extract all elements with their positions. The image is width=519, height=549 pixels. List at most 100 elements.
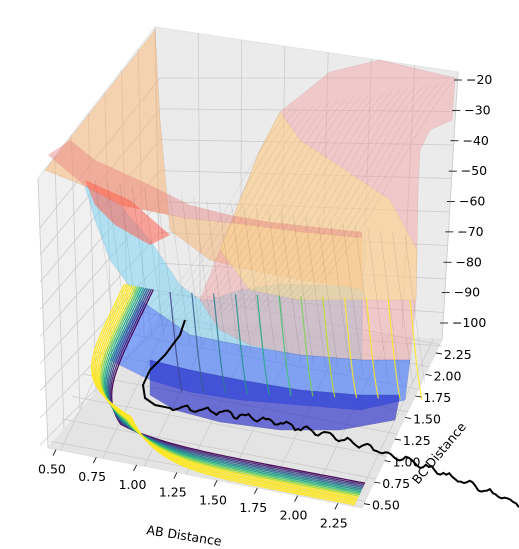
y-tick — [394, 438, 401, 441]
contour-line — [278, 295, 292, 396]
contour-line — [169, 291, 183, 393]
mesh-line — [241, 91, 393, 312]
mesh-line — [268, 210, 289, 361]
contour-line — [343, 297, 358, 398]
mesh-line — [296, 81, 448, 302]
y-tick-label: 1.25 — [403, 433, 431, 448]
x-axis-label: AB Distance — [146, 522, 223, 549]
z-tick-label: −90 — [454, 285, 480, 300]
contour-line — [103, 287, 362, 493]
grid-line — [61, 418, 376, 480]
mesh-line — [249, 89, 401, 311]
y-tick — [363, 503, 371, 506]
grid-line — [280, 46, 286, 328]
contour-line — [109, 288, 365, 486]
contour-line — [99, 285, 360, 497]
mesh-line — [392, 232, 413, 383]
x-tick-label: 2.25 — [320, 515, 348, 530]
x-tick — [253, 487, 258, 495]
mesh-line — [202, 98, 354, 319]
contour-line — [102, 286, 361, 494]
axis-ticks: 0.50 0.75 1.00 1.25 1.50 1.75 2.00 2.25 0.50 0.75… — [38, 72, 492, 530]
contour-line — [95, 284, 357, 502]
mesh-line — [330, 221, 351, 372]
y-tick — [435, 352, 442, 355]
contour-line — [191, 292, 205, 393]
grid-line — [159, 139, 455, 146]
contour-line — [98, 285, 359, 499]
grid-line — [240, 39, 242, 325]
contour-line — [256, 294, 270, 396]
contour-line — [92, 284, 356, 504]
surface-back-strip — [48, 140, 362, 238]
contour-line — [300, 296, 314, 397]
contour-line — [213, 293, 227, 394]
mesh-line — [379, 230, 401, 381]
grid-line — [72, 396, 387, 457]
grid-line — [54, 156, 65, 430]
grid-line — [159, 170, 453, 179]
y-tick-label: 1.75 — [423, 390, 451, 405]
contour-line — [105, 287, 362, 492]
x-tick — [92, 457, 97, 464]
mesh-line — [281, 84, 432, 305]
mesh-line — [265, 86, 416, 308]
mesh-line — [255, 208, 277, 359]
y-tick — [384, 460, 391, 463]
y-tick-label: 0.50 — [372, 498, 400, 513]
mesh-line — [317, 219, 339, 370]
mesh-line — [280, 212, 302, 364]
contour-line — [101, 286, 360, 496]
contour-line — [322, 297, 336, 398]
z-tick-label: −30 — [464, 102, 490, 117]
y-tick — [415, 395, 422, 398]
contour-line — [108, 288, 364, 487]
surface-right-mid — [219, 111, 418, 301]
mesh-line — [181, 195, 203, 346]
y-tick-label: 0.75 — [382, 476, 410, 491]
y-tick-label: 2.00 — [434, 368, 462, 383]
mesh-line — [404, 234, 426, 386]
contour-line — [409, 299, 423, 401]
mesh-line — [169, 193, 190, 344]
mesh-line — [218, 201, 240, 353]
z-tick-label: −70 — [457, 224, 483, 239]
mesh-line — [273, 85, 424, 306]
mesh-line — [144, 188, 165, 339]
mesh-line — [107, 182, 128, 333]
y-tick-label: 2.25 — [444, 347, 472, 362]
mesh-line — [194, 99, 346, 321]
x-tick — [133, 464, 137, 472]
mesh-line — [186, 101, 338, 322]
mesh-line — [155, 106, 306, 328]
x-tick — [213, 480, 218, 487]
x-tick-label: 1.00 — [119, 477, 147, 492]
x-tick — [334, 503, 339, 510]
mesh-line — [218, 95, 369, 316]
z-tick-label: −80 — [456, 254, 482, 269]
x-tick-label: 2.00 — [280, 508, 308, 523]
mesh-line — [231, 204, 252, 355]
contour-line — [91, 283, 355, 506]
mesh-line — [171, 104, 322, 325]
grid-line — [37, 177, 49, 449]
grid-line — [353, 338, 434, 507]
mesh-line — [304, 79, 456, 301]
contour-line — [96, 285, 358, 500]
x-tick-label: 1.25 — [159, 485, 187, 500]
reaction-trajectory — [141, 319, 519, 508]
mesh-line — [139, 109, 291, 331]
grid-line — [320, 52, 329, 331]
contour-lines — [91, 283, 423, 506]
y-tick — [405, 417, 412, 419]
x-tick-label: 0.75 — [78, 469, 106, 484]
surface-red-corner — [85, 180, 170, 245]
z-tick-label: −60 — [459, 194, 485, 209]
z-tick-label: −40 — [463, 133, 489, 148]
contour-line — [234, 294, 249, 395]
contour-line — [106, 287, 363, 490]
grid-line — [441, 71, 459, 341]
z-tick-label: −20 — [466, 72, 492, 87]
mesh-line — [293, 215, 314, 366]
